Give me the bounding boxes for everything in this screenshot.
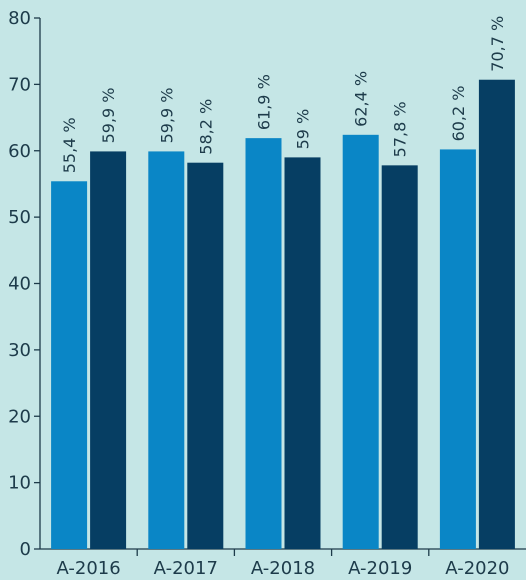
x-category-label: A-2019 — [348, 558, 412, 579]
bar-series-2 — [187, 162, 224, 549]
data-labels: 55,4 % 59,9 % 59,9 % 58,2 % 61,9 % 59 % 62,4 %… — [60, 16, 507, 173]
x-category-label: A-2017 — [154, 558, 218, 579]
bar-series-1 — [439, 149, 476, 550]
data-label: 60,2 % — [449, 86, 468, 142]
bars — [51, 79, 515, 550]
data-label: 57,8 % — [391, 101, 410, 157]
y-tick-label: 10 — [8, 473, 31, 494]
bar-series-2 — [284, 157, 321, 549]
data-label: 59 % — [294, 109, 313, 150]
bar-series-1 — [245, 138, 282, 550]
bar-series-1 — [342, 134, 379, 549]
x-category-label: A-2016 — [56, 558, 120, 579]
data-label: 59,9 % — [157, 87, 176, 143]
y-tick-label: 0 — [20, 539, 31, 560]
y-tick-label: 30 — [8, 340, 31, 361]
y-tick-label: 40 — [8, 274, 31, 295]
y-tick-label: 70 — [8, 74, 31, 95]
bar-series-1 — [51, 181, 88, 549]
bar-series-2 — [90, 151, 127, 549]
data-label: 59,9 % — [99, 87, 118, 143]
y-tick-label: 60 — [8, 141, 31, 162]
x-category-label: A-2018 — [251, 558, 315, 579]
x-category-label: A-2020 — [445, 558, 509, 579]
y-tick-label: 50 — [8, 207, 31, 228]
data-label: 55,4 % — [60, 117, 79, 173]
y-tick-label: 20 — [8, 406, 31, 427]
data-label: 62,4 % — [352, 71, 371, 127]
y-axis: 0 10 20 30 40 50 60 70 80 — [8, 8, 41, 560]
y-tick-label: 80 — [8, 8, 31, 29]
bar-series-2 — [381, 165, 418, 550]
bar-series-1 — [148, 151, 185, 549]
data-label: 70,7 % — [488, 16, 507, 72]
x-axis: A-2016 A-2017 A-2018 A-2019 A-2020 — [40, 548, 526, 579]
bar-series-2 — [478, 79, 515, 549]
data-label: 61,9 % — [255, 74, 274, 130]
data-label: 58,2 % — [196, 99, 215, 155]
